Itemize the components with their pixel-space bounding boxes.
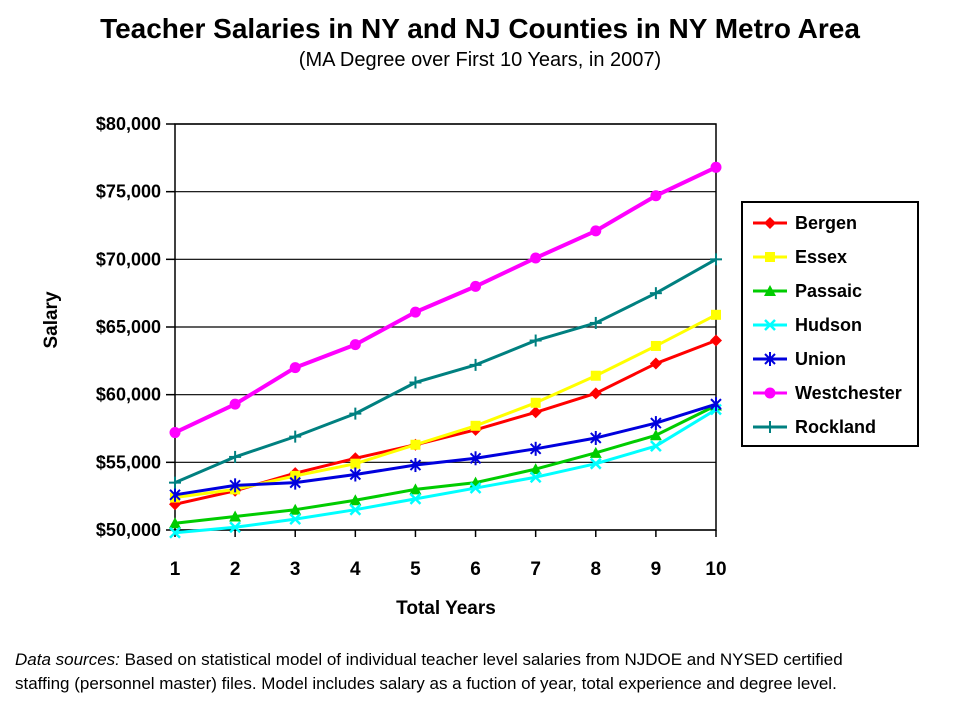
series-line-rockland [174,258,717,485]
x-tick-label: 1 [170,559,181,580]
x-tick-label: 9 [651,559,662,580]
series-line-essex [174,313,717,500]
legend-label: Westchester [795,382,902,403]
square-marker-icon [753,252,787,262]
plot-border [174,123,717,531]
x-marker-icon [753,319,787,331]
legend-item-hudson: Hudson [751,308,917,342]
legend-item-passaic: Passaic [751,274,917,308]
series-markers-hudson [169,403,722,539]
chart-subtitle: (MA Degree over First 10 Years, in 2007) [298,49,662,71]
data-sources-note: Data sources: Based on statistical model… [15,648,955,696]
x-tick-label: 7 [530,559,541,580]
series-markers-essex [170,309,721,503]
legend-item-rockland: Rockland [751,410,917,444]
y-tick-label: $50,000 [96,520,161,540]
x-tick-label: 6 [470,559,481,580]
legend-item-bergen: Bergen [751,206,917,240]
series-markers-union [169,397,722,502]
x-tick-label: 4 [350,559,361,580]
x-tick-label: 10 [705,559,726,580]
chart-legend: Bergen Essex Passaic Hudson Union Westchester… [741,201,919,447]
series-line-union [174,402,717,497]
x-tick-label: 8 [590,559,601,580]
series-markers-westchester [169,161,722,439]
chart-title: Teacher Salaries in NY and NJ Counties i… [100,13,860,44]
footer-line2: staffing (personnel master) files. Model… [15,674,837,693]
diamond-marker-icon [753,217,787,229]
x-axis-title: Total Years [396,598,496,619]
series-markers-passaic [169,399,722,529]
series-markers-rockland [169,253,722,489]
legend-label: Bergen [795,212,858,233]
series-line-hudson [174,408,717,535]
x-tick-label: 5 [410,559,421,580]
y-tick-label: $65,000 [96,317,161,337]
legend-item-essex: Essex [751,240,917,274]
legend-label: Hudson [795,314,862,335]
legend-label: Passaic [795,280,863,301]
plus-marker-icon [753,421,787,433]
y-tick-label: $55,000 [96,452,161,472]
legend-label: Rockland [795,416,877,437]
x-tick-label: 3 [290,559,301,580]
y-tick-label: $75,000 [96,182,161,202]
legend-item-westchester: Westchester [751,376,917,410]
legend-label: Union [795,348,846,369]
y-axis-title: Salary [41,291,62,348]
y-tick-label: $60,000 [96,385,161,405]
series-line-westchester [174,165,717,435]
footer-prefix: Data sources: [15,650,120,669]
footer-line1: Based on statistical model of individual… [119,650,843,669]
series-line-passaic [174,404,717,525]
x-tick-label: 2 [230,559,241,580]
star-marker-icon [753,352,787,366]
y-tick-label: $80,000 [96,114,161,134]
series-line-bergen [174,339,717,506]
legend-label: Essex [795,246,848,267]
y-tick-label: $70,000 [96,249,161,269]
triangle-marker-icon [753,285,787,296]
circle-marker-icon [753,387,787,399]
legend-item-union: Union [751,342,917,376]
